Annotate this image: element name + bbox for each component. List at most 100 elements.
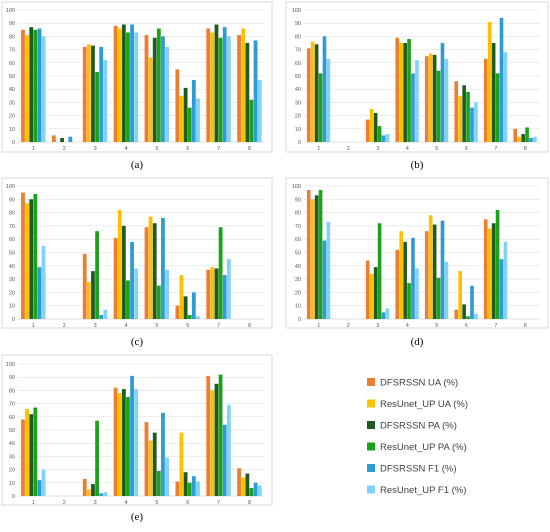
bar: [25, 203, 29, 319]
x-tick-label: 1: [32, 500, 35, 506]
bar: [310, 199, 315, 319]
bar: [245, 43, 250, 142]
bar: [491, 223, 496, 319]
bar: [365, 119, 370, 142]
y-tick-label: 40: [9, 441, 15, 447]
bar: [395, 37, 400, 142]
bar: [226, 404, 231, 496]
bar: [495, 209, 500, 319]
bar: [33, 407, 38, 496]
bar: [521, 134, 525, 142]
bar: [121, 225, 126, 319]
bar: [126, 280, 130, 319]
x-tick-label: 1: [32, 323, 35, 329]
y-tick-label: 50: [9, 74, 15, 80]
bar: [113, 25, 118, 143]
y-tick-label: 100: [6, 362, 15, 368]
bar: [121, 24, 126, 142]
y-tick-label: 30: [295, 100, 301, 106]
bar: [403, 241, 407, 319]
bar: [214, 24, 219, 142]
bar: [385, 134, 390, 142]
bar: [191, 292, 196, 319]
bar: [322, 240, 327, 319]
y-tick-label: 90: [295, 21, 301, 27]
bar: [466, 316, 470, 319]
bar: [165, 269, 169, 319]
x-tick-label: 3: [376, 146, 379, 152]
bar: [51, 135, 56, 142]
bar: [187, 482, 192, 496]
panel-caption: (b): [411, 159, 424, 171]
bar: [411, 237, 415, 319]
x-tick-label: 3: [376, 323, 379, 329]
y-tick-label: 60: [295, 61, 301, 67]
y-tick-label: 70: [9, 48, 15, 54]
bar: [86, 44, 91, 142]
bar: [117, 28, 122, 143]
bar: [318, 189, 323, 319]
bar: [241, 477, 246, 496]
bar: [470, 107, 474, 142]
x-tick-label: 2: [347, 323, 350, 329]
x-tick-label: 1: [317, 323, 320, 329]
bar: [306, 189, 311, 319]
y-tick-label: 30: [9, 100, 15, 106]
bar: [513, 128, 518, 142]
bar: [424, 231, 429, 319]
bar: [196, 481, 200, 496]
y-tick-label: 10: [9, 127, 15, 133]
bar: [432, 54, 437, 142]
bar: [144, 422, 149, 496]
legend-swatch: [367, 399, 375, 408]
bar: [314, 195, 319, 319]
y-tick-label: 40: [9, 87, 15, 93]
x-tick-label: 2: [63, 500, 66, 506]
x-tick-label: 7: [217, 500, 220, 506]
bar: [82, 478, 87, 496]
x-tick-label: 8: [524, 146, 527, 152]
bar: [253, 40, 258, 142]
bar: [218, 37, 223, 142]
bar: [21, 29, 25, 142]
y-tick-label: 100: [292, 184, 301, 190]
bar: [495, 73, 500, 142]
bar: [95, 231, 99, 319]
bar: [183, 296, 188, 319]
legend-swatch: [367, 464, 375, 472]
bar: [206, 28, 211, 143]
bar: [175, 481, 180, 496]
y-tick-label: 50: [295, 251, 301, 257]
x-tick-label: 4: [125, 146, 128, 152]
bar: [253, 482, 258, 496]
legend-label: ResUnet_UP PA (%): [380, 442, 467, 453]
bar: [218, 227, 223, 319]
bar: [41, 245, 46, 319]
bar: [399, 43, 403, 142]
y-tick-label: 60: [9, 415, 15, 421]
bar: [237, 35, 241, 142]
x-tick-label: 3: [94, 146, 97, 152]
bar: [214, 383, 219, 496]
bar: [175, 305, 180, 319]
bar: [95, 420, 99, 496]
bar: [226, 36, 231, 142]
bar: [377, 223, 382, 319]
bar: [121, 389, 126, 496]
bar: [206, 375, 211, 496]
bar: [117, 393, 122, 496]
y-tick-label: 20: [9, 290, 15, 296]
y-tick-label: 0: [298, 317, 301, 323]
bar: [156, 28, 161, 143]
x-tick-label: 3: [94, 500, 97, 506]
y-tick-label: 70: [9, 402, 15, 408]
y-tick-label: 40: [295, 264, 301, 270]
bar: [310, 41, 315, 142]
bar: [214, 268, 219, 319]
y-tick-label: 70: [295, 224, 301, 230]
bar: [103, 309, 108, 319]
bar: [126, 397, 130, 496]
chart-panel-3: 0 10 20 30 40 50 60 70 80 90 100 1 2 3 4 5 6 7 8 (c): [1, 177, 273, 348]
bar: [458, 271, 462, 319]
